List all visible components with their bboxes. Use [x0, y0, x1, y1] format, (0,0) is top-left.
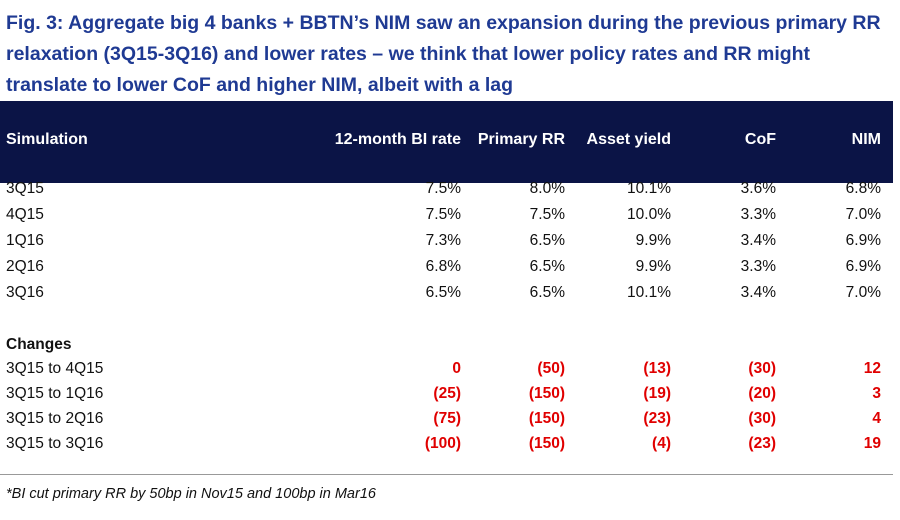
primary-rr-change: (150) — [528, 435, 565, 452]
row-label: 3Q15 — [6, 180, 44, 197]
bi-rate-change: (100) — [424, 435, 461, 452]
table-row: 3Q16 6.5% 6.5% 10.1% 3.4% 7.0% — [0, 284, 893, 308]
bi-rate-change: (75) — [433, 410, 461, 427]
changes-section-label: Changes — [6, 336, 72, 353]
row-label: 2Q16 — [6, 258, 44, 275]
header-cof: CoF — [744, 131, 776, 148]
asset-yield-change: (23) — [643, 410, 671, 427]
bi-rate-value: 7.5% — [425, 180, 461, 197]
asset-yield-change: (19) — [643, 385, 671, 402]
table-row: 3Q15 7.5% 8.0% 10.1% 3.6% 6.8% — [0, 180, 893, 204]
asset-yield-value: 9.9% — [635, 232, 671, 249]
change-row: 3Q15 to 4Q15 0 (50) (13) (30) 12 — [0, 360, 893, 384]
bi-rate-value: 7.3% — [425, 232, 461, 249]
bi-rate-change: (25) — [433, 385, 461, 402]
primary-rr-value: 6.5% — [529, 284, 565, 301]
cof-change: (20) — [748, 385, 776, 402]
asset-yield-value: 9.9% — [635, 258, 671, 275]
row-label: 1Q16 — [6, 232, 44, 249]
table-row: 4Q15 7.5% 7.5% 10.0% 3.3% 7.0% — [0, 206, 893, 230]
bi-rate-value: 7.5% — [425, 206, 461, 223]
primary-rr-change: (150) — [528, 385, 565, 402]
footnote: *BI cut primary RR by 50bp in Nov15 and … — [6, 486, 376, 502]
row-label: 3Q15 to 2Q16 — [6, 410, 104, 427]
nim-change: 19 — [863, 435, 881, 452]
row-label: 3Q15 to 3Q16 — [6, 435, 104, 452]
primary-rr-value: 8.0% — [529, 180, 565, 197]
change-row: 3Q15 to 1Q16 (25) (150) (19) (20) 3 — [0, 385, 893, 409]
primary-rr-value: 7.5% — [529, 206, 565, 223]
table-row: 2Q16 6.8% 6.5% 9.9% 3.3% 6.9% — [0, 258, 893, 282]
row-label: 3Q16 — [6, 284, 44, 301]
nim-change: 12 — [863, 360, 881, 377]
change-row: 3Q15 to 3Q16 (100) (150) (4) (23) 19 — [0, 435, 893, 459]
header-bi-rate: 12-month BI rate — [334, 131, 461, 148]
header-asset-yield: Asset yield — [586, 131, 671, 148]
header-nim: NIM — [851, 131, 881, 148]
bi-rate-change: 0 — [452, 360, 461, 377]
nim-value: 7.0% — [845, 206, 881, 223]
cof-value: 3.3% — [740, 206, 776, 223]
primary-rr-change: (50) — [537, 360, 565, 377]
table-row: 1Q16 7.3% 6.5% 9.9% 3.4% 6.9% — [0, 232, 893, 256]
cof-change: (30) — [748, 360, 776, 377]
change-row: 3Q15 to 2Q16 (75) (150) (23) (30) 4 — [0, 410, 893, 434]
nim-value: 7.0% — [845, 284, 881, 301]
bi-rate-value: 6.8% — [425, 258, 461, 275]
asset-yield-change: (13) — [643, 360, 671, 377]
row-label: 4Q15 — [6, 206, 44, 223]
cof-change: (30) — [748, 410, 776, 427]
cof-value: 3.6% — [740, 180, 776, 197]
nim-value: 6.8% — [845, 180, 881, 197]
nim-value: 6.9% — [845, 232, 881, 249]
bi-rate-value: 6.5% — [425, 284, 461, 301]
header-simulation: Simulation — [6, 131, 88, 148]
row-label: 3Q15 to 4Q15 — [6, 360, 104, 377]
primary-rr-change: (150) — [528, 410, 565, 427]
table-header: Simulation 12-month BI rate Primary RR A… — [0, 101, 893, 183]
nim-change: 4 — [872, 410, 881, 427]
row-label: 3Q15 to 1Q16 — [6, 385, 104, 402]
figure-title: Fig. 3: Aggregate big 4 banks + BBTN’s N… — [6, 12, 881, 96]
cof-value: 3.3% — [740, 258, 776, 275]
asset-yield-change: (4) — [652, 435, 671, 452]
cof-change: (23) — [748, 435, 776, 452]
nim-value: 6.9% — [845, 258, 881, 275]
primary-rr-value: 6.5% — [529, 258, 565, 275]
footer-divider — [0, 474, 893, 475]
asset-yield-value: 10.0% — [627, 206, 671, 223]
primary-rr-value: 6.5% — [529, 232, 565, 249]
asset-yield-value: 10.1% — [627, 180, 671, 197]
nim-change: 3 — [872, 385, 881, 402]
cof-value: 3.4% — [740, 232, 776, 249]
header-primary-rr: Primary RR — [477, 131, 565, 148]
asset-yield-value: 10.1% — [627, 284, 671, 301]
cof-value: 3.4% — [740, 284, 776, 301]
